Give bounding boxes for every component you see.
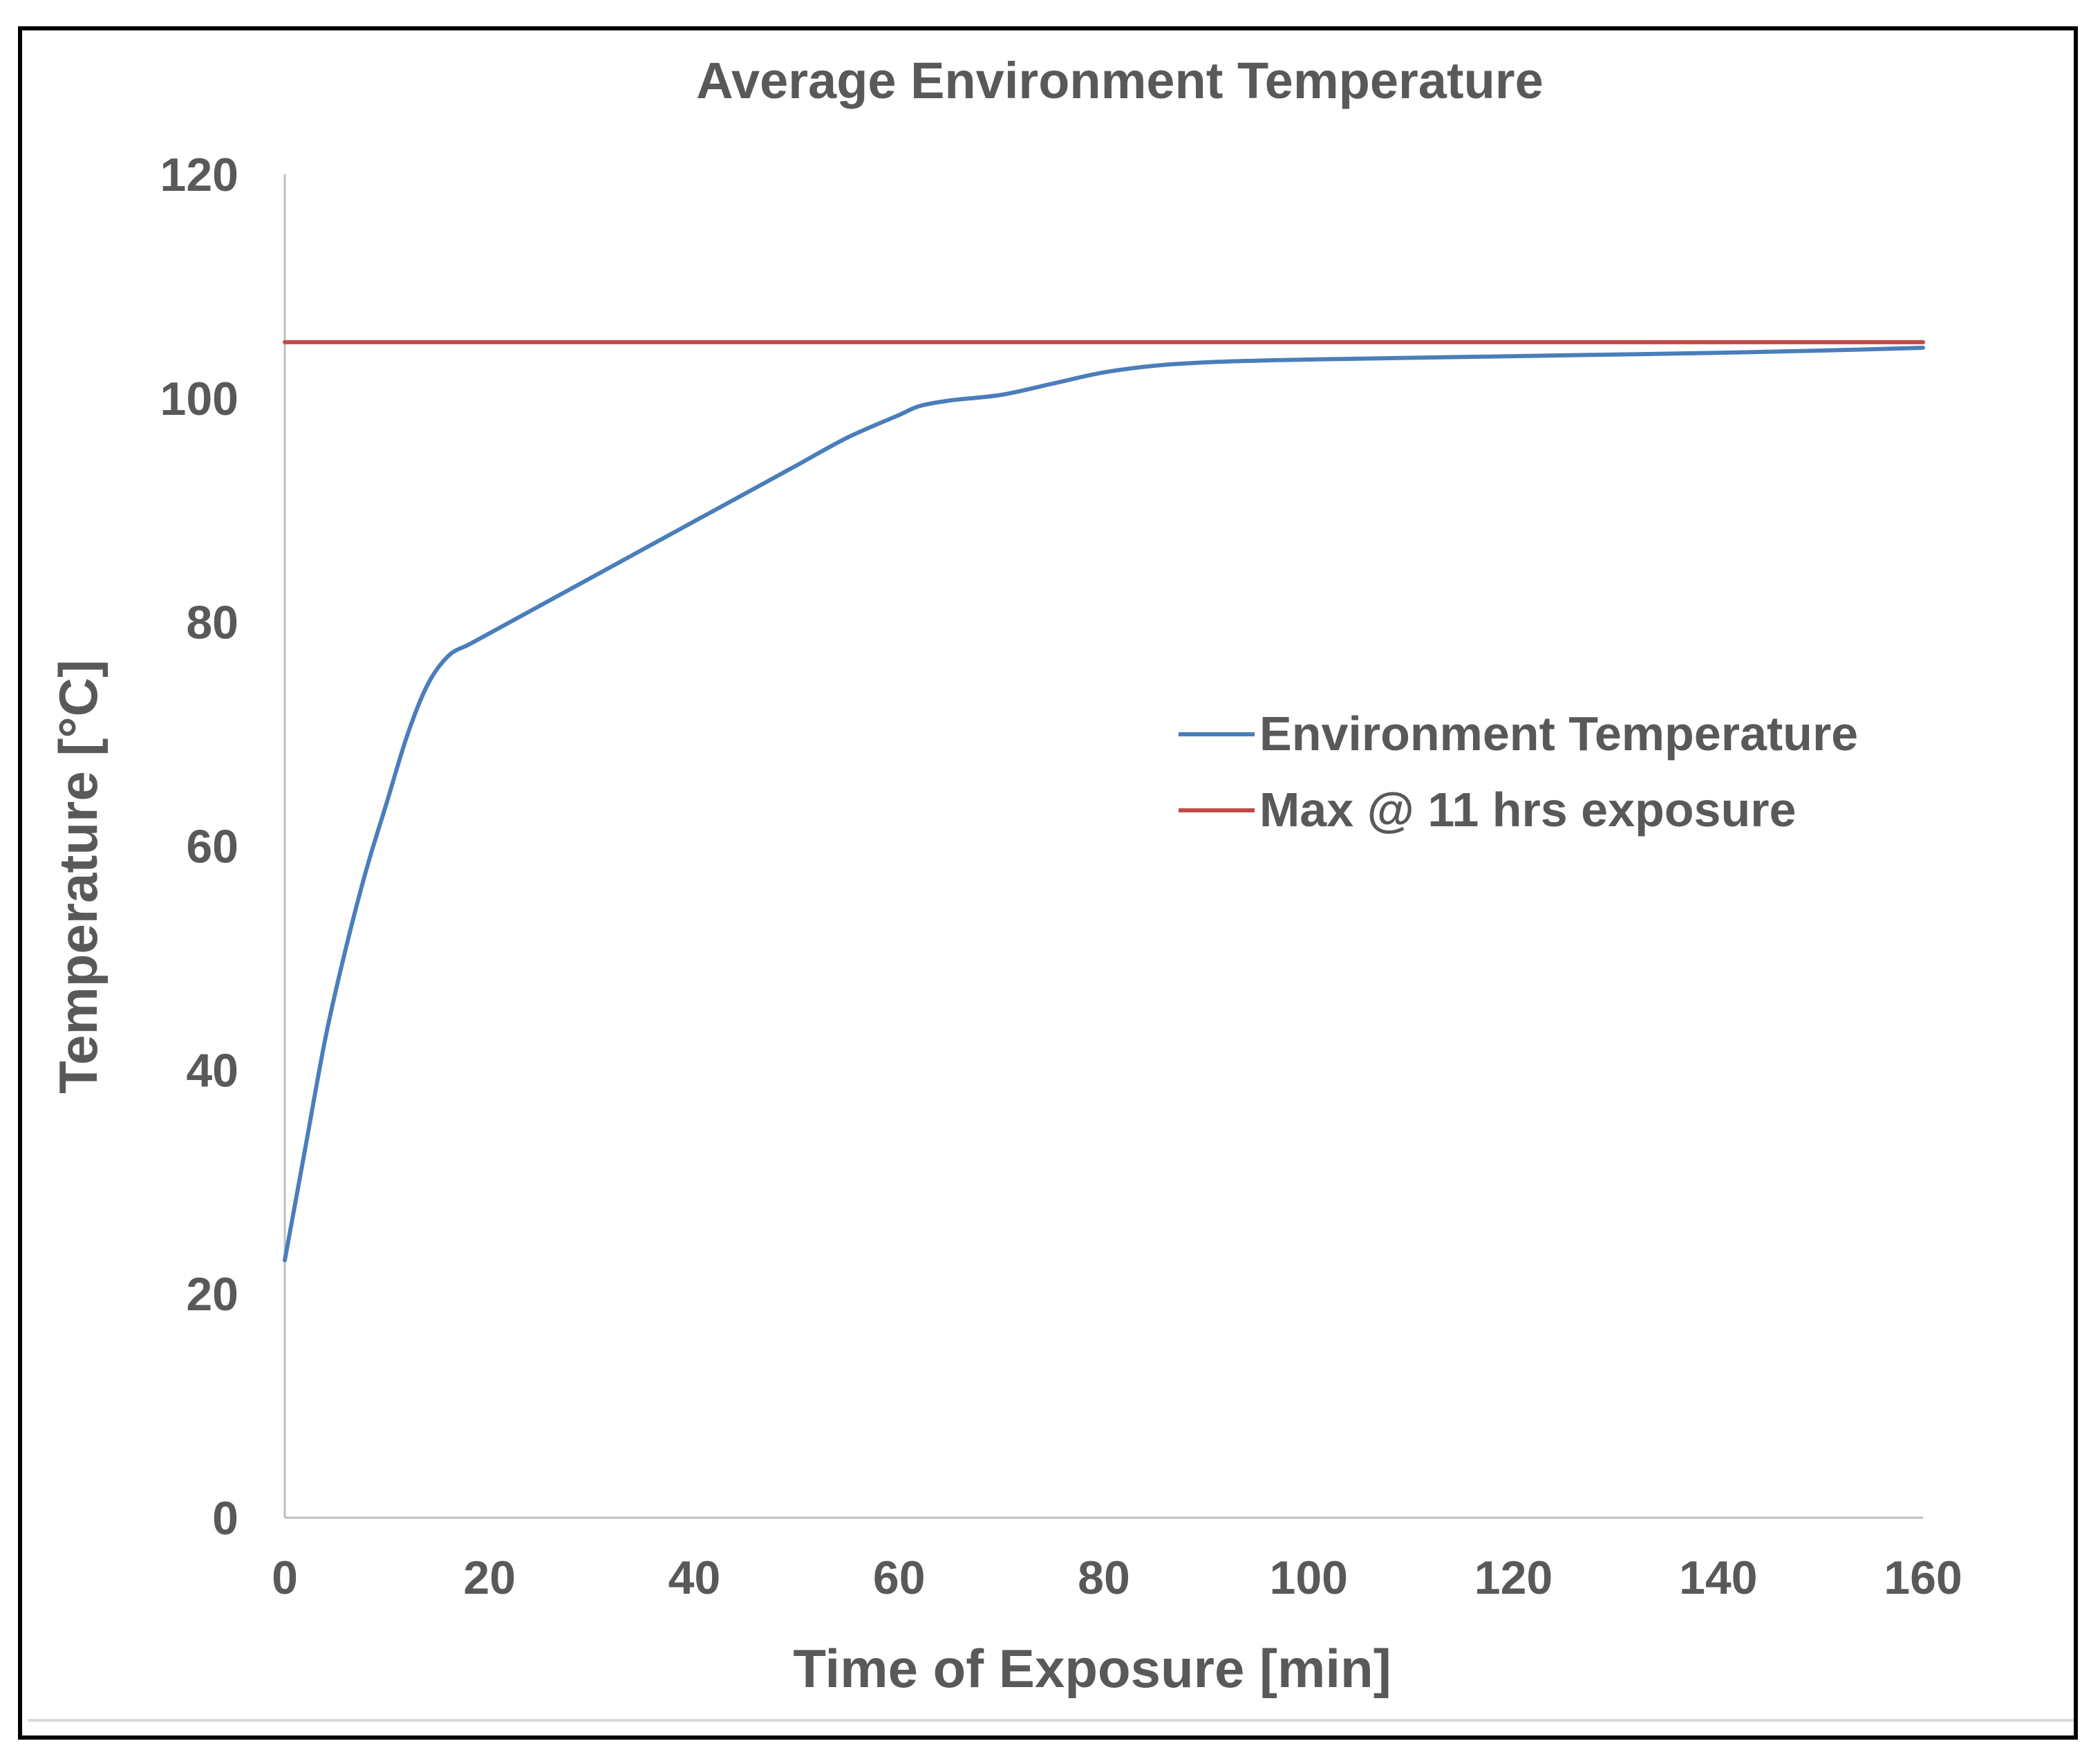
chart-title: Average Environment Temperature	[696, 52, 1543, 109]
series-line-environment-temperature	[283, 346, 1925, 1263]
y-axis-label: Temperature [°C]	[48, 660, 109, 1094]
y-tick-label: 20	[186, 1268, 238, 1321]
x-tick-label: 120	[1474, 1552, 1553, 1604]
x-tick-label: 100	[1270, 1552, 1348, 1604]
x-tick-label: 20	[463, 1552, 516, 1604]
y-tick-label: 60	[186, 821, 238, 873]
legend: Environment Temperature Max @ 11 hrs exp…	[1179, 707, 1858, 837]
legend-label-max-11-hrs: Max @ 11 hrs exposure	[1259, 783, 1796, 837]
legend-label-environment-temperature: Environment Temperature	[1259, 707, 1858, 761]
x-tick-label: 60	[873, 1552, 926, 1604]
x-tick-label: 140	[1679, 1552, 1757, 1604]
y-tick-label: 100	[160, 373, 238, 425]
x-tick-label: 0	[272, 1552, 298, 1604]
x-tick-label: 80	[1078, 1552, 1130, 1604]
chart-inner-border	[28, 1719, 2074, 1722]
x-axis-label: Time of Exposure [min]	[793, 1638, 1391, 1699]
y-tick-labels: 0 20 40 60 80 100 120	[160, 149, 238, 1545]
x-tick-labels: 0 20 40 60 80 100 120 140 160	[272, 1552, 1962, 1604]
x-tick-label: 160	[1884, 1552, 1962, 1604]
chart-frame	[18, 26, 2078, 1740]
y-tick-label: 0	[212, 1492, 238, 1545]
y-tick-label: 120	[160, 149, 238, 201]
y-tick-label: 40	[186, 1044, 238, 1097]
series-lines	[283, 339, 1925, 1263]
x-tick-label: 40	[668, 1552, 721, 1604]
y-tick-label: 80	[186, 597, 238, 649]
axes	[283, 174, 1923, 1519]
